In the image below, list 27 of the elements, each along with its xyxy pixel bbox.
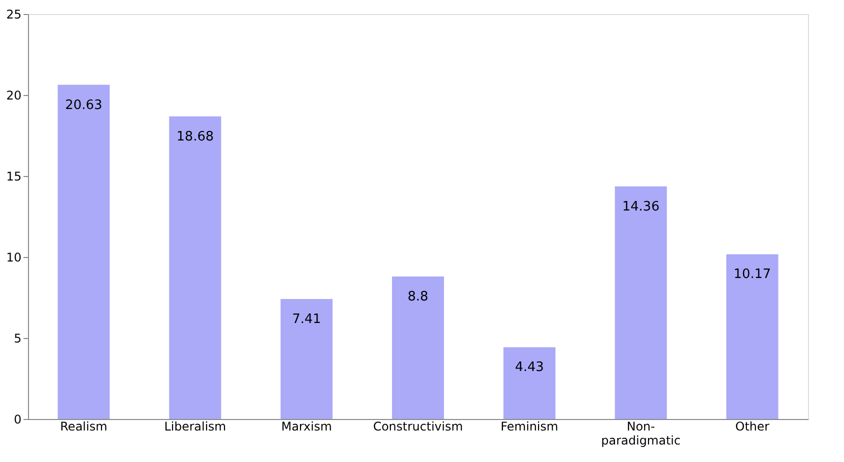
bar: [58, 84, 110, 419]
x-tick-label: Feminism: [500, 420, 558, 434]
bar: [503, 347, 556, 419]
bar: [280, 298, 333, 419]
data-label: 20.63: [65, 98, 102, 113]
bar: [614, 186, 667, 419]
y-tick-label: 20: [6, 88, 22, 102]
y-tick-label: 10: [6, 250, 22, 264]
y-tick-label: 5: [14, 332, 22, 346]
x-tick-label: Realism: [60, 420, 108, 434]
bar: [392, 276, 444, 419]
y-tick-label: 0: [14, 412, 22, 426]
data-label: 18.68: [176, 129, 214, 144]
x-tick-label: Non-paradigmatic: [601, 420, 681, 448]
data-label: 4.43: [514, 360, 544, 376]
x-tick-label: Constructivism: [373, 420, 463, 434]
data-label: 7.41: [292, 312, 322, 327]
bar: [169, 116, 222, 419]
data-label: 8.8: [408, 289, 428, 304]
data-label: 14.36: [622, 199, 660, 214]
x-tick-label: Other: [735, 420, 770, 434]
y-tick-label: 25: [6, 8, 22, 22]
y-tick-label: 15: [6, 170, 22, 184]
bar: [726, 254, 778, 419]
x-tick-label: Marxism: [281, 420, 332, 434]
x-tick-label: Liberalism: [164, 420, 226, 434]
data-label: 10.17: [734, 267, 771, 282]
